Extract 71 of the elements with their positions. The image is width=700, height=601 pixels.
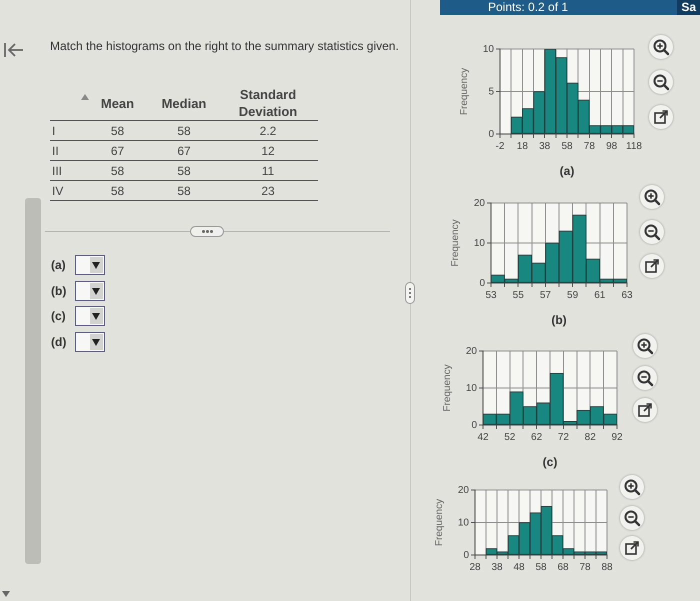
- text: 11: [260, 163, 276, 180]
- x-tick-label: 72: [558, 432, 570, 443]
- x-axis-title: (b): [551, 313, 567, 328]
- text: IV: [52, 183, 64, 200]
- y-tick-label: 20: [474, 198, 486, 209]
- x-axis-title: (a): [560, 164, 574, 178]
- x-tick-label: 59: [567, 290, 579, 301]
- x-tick-label: 118: [626, 140, 642, 152]
- y-tick-label: 5: [488, 86, 494, 98]
- text: Match the histograms on the right to the summary statistics given.: [50, 38, 400, 54]
- x-tick-label: -2: [496, 140, 505, 152]
- y-axis-title: Frequency: [450, 219, 461, 267]
- y-axis-title: Frequency: [442, 364, 453, 412]
- text: 67: [110, 143, 126, 160]
- y-tick-label: 10: [466, 382, 478, 394]
- x-tick-label: 88: [601, 562, 613, 573]
- x-tick-label: 92: [611, 432, 623, 443]
- x-tick-label: 61: [594, 290, 606, 301]
- text: 58: [176, 163, 192, 180]
- text: 58: [110, 183, 126, 200]
- x-tick-label: 52: [504, 432, 516, 443]
- text: II: [52, 143, 60, 160]
- x-tick-label: 48: [513, 562, 525, 573]
- x-tick-label: 62: [531, 432, 543, 443]
- x-tick-label: 57: [540, 290, 552, 301]
- x-tick-label: 53: [485, 290, 497, 301]
- x-axis-title: (c): [542, 455, 558, 470]
- y-tick-label: 0: [488, 128, 494, 140]
- x-tick-label: 78: [584, 140, 596, 152]
- text: Standard Deviation: [238, 86, 298, 120]
- x-tick-label: 55: [512, 290, 524, 301]
- text: (b): [51, 282, 66, 299]
- y-tick-label: 20: [458, 484, 470, 496]
- y-axis-title: Frequency: [458, 68, 470, 116]
- x-tick-label: 68: [557, 562, 569, 573]
- text: (c): [51, 308, 66, 324]
- text: III: [52, 163, 64, 180]
- text: 67: [176, 143, 192, 160]
- x-tick-label: 63: [621, 290, 633, 301]
- y-tick-label: 10: [482, 44, 494, 55]
- y-tick-label: 0: [479, 278, 486, 289]
- text: 58: [110, 123, 126, 140]
- text: Mean: [100, 94, 136, 112]
- x-tick-label: 28: [469, 562, 481, 573]
- text: I: [52, 123, 56, 140]
- text: (a): [51, 257, 66, 273]
- text: 58: [176, 123, 192, 140]
- text: 2.2: [258, 123, 278, 140]
- x-tick-label: 18: [516, 140, 528, 152]
- y-tick-label: 0: [471, 420, 478, 431]
- y-tick-label: 0: [463, 550, 470, 561]
- y-tick-label: 20: [466, 346, 478, 357]
- x-tick-label: 38: [491, 562, 503, 573]
- y-tick-label: 10: [474, 238, 486, 249]
- y-tick-label: 10: [458, 517, 470, 528]
- x-tick-label: 38: [539, 140, 551, 152]
- y-axis-title: Frequency: [434, 498, 445, 546]
- x-tick-label: 58: [561, 140, 573, 152]
- x-tick-label: 82: [584, 432, 596, 443]
- x-tick-label: 98: [606, 140, 618, 152]
- x-tick-label: 58: [535, 562, 547, 573]
- text: (d): [51, 334, 66, 350]
- x-tick-label: 78: [579, 562, 591, 573]
- x-tick-label: 42: [477, 432, 489, 443]
- text: 58: [110, 163, 126, 180]
- text: Points: 0.2 of 1: [488, 0, 568, 15]
- text: Median: [160, 94, 208, 112]
- text: Sa: [677, 0, 700, 15]
- text: 58: [176, 183, 192, 200]
- text: 12: [260, 143, 276, 160]
- text: 23: [260, 183, 276, 200]
